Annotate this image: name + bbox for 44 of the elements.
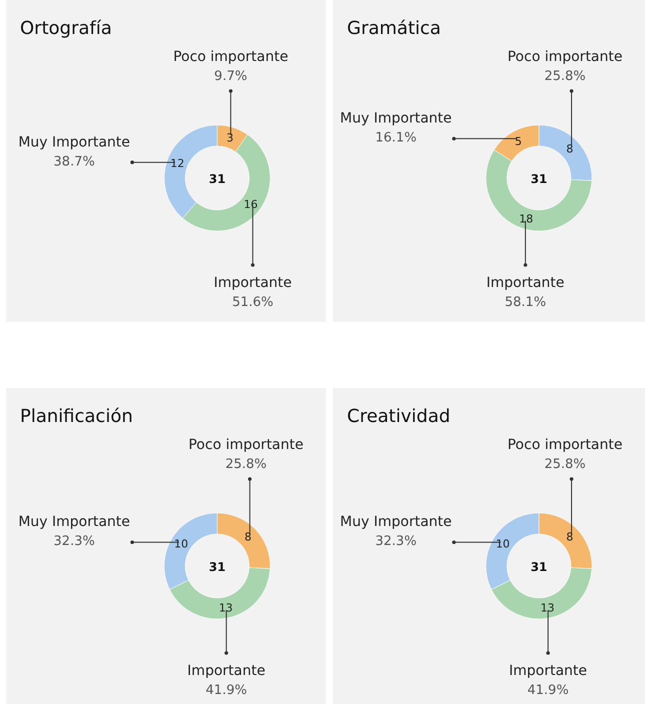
slice-label: Poco importante [507,437,623,453]
text: 8 [244,530,252,544]
data-label: 32.3% [54,534,95,550]
text: 18 [519,212,534,226]
slice-label: Importante [486,275,564,291]
text: 31 [208,560,226,574]
text: 8 [566,530,574,544]
data-label: 41.9% [527,683,569,698]
data-label: 25.8% [544,69,586,84]
data-label: 25.8% [544,457,586,472]
slice-label: Muy Importante [18,514,130,530]
data-label: 41.9% [206,683,247,698]
chart-title: Creatividad [347,406,450,427]
text: 13 [218,602,233,615]
data-label: 25.8% [225,457,267,472]
text: 3 [226,131,234,144]
slice-label: Importante [509,663,588,679]
text: 10 [174,538,188,551]
data-label: 58.1% [504,295,546,310]
slice-label: Muy Importante [18,134,130,150]
slice-label: Poco importante [173,49,288,65]
slice-label: Poco importante [507,49,623,65]
text: 31 [208,172,226,186]
text: 16 [244,198,258,212]
text: 10 [496,538,510,551]
data-label: 32.3% [375,534,417,550]
slice-label: Poco importante [188,437,304,453]
slice-label: Muy Importante [340,110,452,127]
data-label: 9.7% [214,69,248,84]
text: 12 [170,157,184,170]
chart-title: Ortografía [20,18,112,39]
text: 13 [540,602,555,615]
text: 31 [530,172,548,186]
chart-title: Gramática [347,18,441,39]
text: 5 [514,134,522,148]
data-label: 51.6% [232,295,274,310]
slice-label: Muy Importante [340,514,452,530]
text: 31 [530,560,548,574]
data-label: 38.7% [54,154,95,170]
chart-title: Planificación [20,406,133,427]
slice-label: Importante [187,663,266,679]
slice-label: Importante [214,275,292,291]
text: 8 [566,142,574,156]
data-label: 16.1% [375,130,417,146]
